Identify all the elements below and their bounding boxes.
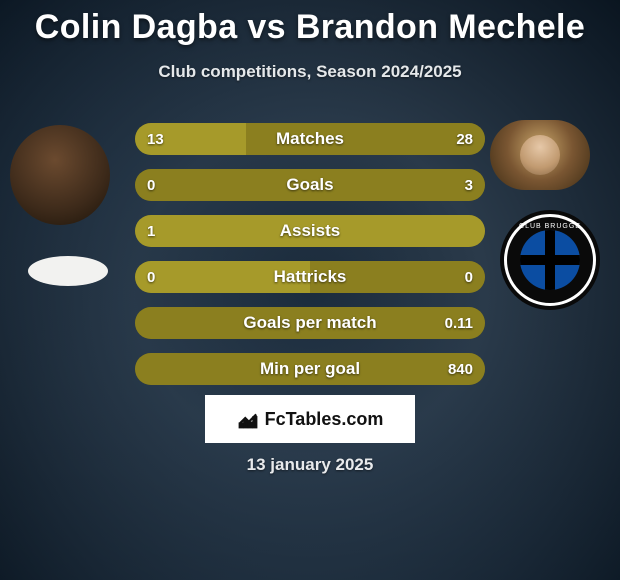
stat-value-left: 1 (147, 215, 155, 247)
stat-label: Assists (135, 215, 485, 247)
attribution-badge: FcTables.com (205, 395, 415, 443)
attribution-text: FcTables.com (265, 409, 384, 430)
stat-value-right: 28 (456, 123, 473, 155)
comparison-card: Colin Dagba vs Brandon Mechele Club comp… (0, 0, 620, 580)
player2-photo (490, 120, 590, 190)
stat-row: Hattricks0 0 (135, 261, 485, 293)
player1-club-badge (28, 256, 108, 286)
stat-row: Assists1 (135, 215, 485, 247)
stat-label: Hattricks (135, 261, 485, 293)
stat-rows: Matches1328Goals03Assists1Hattricks00Goa… (135, 123, 485, 399)
stat-label: Min per goal (135, 353, 485, 385)
stat-label: Matches (135, 123, 485, 155)
player1-photo (10, 125, 110, 225)
stat-value-right: 0 (465, 261, 473, 293)
club-badge-ring (504, 214, 596, 306)
stat-value-left: 0 (147, 261, 155, 293)
stat-label: Goals per match (135, 307, 485, 339)
stat-value-right: 840 (448, 353, 473, 385)
club-badge-inner (520, 230, 580, 290)
stat-value-right: 3 (465, 169, 473, 201)
date-line: 13 january 2025 (0, 455, 620, 475)
stat-value-left: 0 (147, 169, 155, 201)
stat-row: Min per goal840 (135, 353, 485, 385)
page-subtitle: Club competitions, Season 2024/2025 (0, 62, 620, 82)
stat-row: Goals0 3 (135, 169, 485, 201)
stat-value-left: 13 (147, 123, 164, 155)
stat-row: Goals per match0.11 (135, 307, 485, 339)
player2-club-badge (500, 210, 600, 310)
page-title: Colin Dagba vs Brandon Mechele (0, 8, 620, 47)
stat-label: Goals (135, 169, 485, 201)
stat-value-right: 0.11 (445, 307, 473, 339)
stat-row: Matches13 28 (135, 123, 485, 155)
chart-icon (237, 408, 259, 430)
